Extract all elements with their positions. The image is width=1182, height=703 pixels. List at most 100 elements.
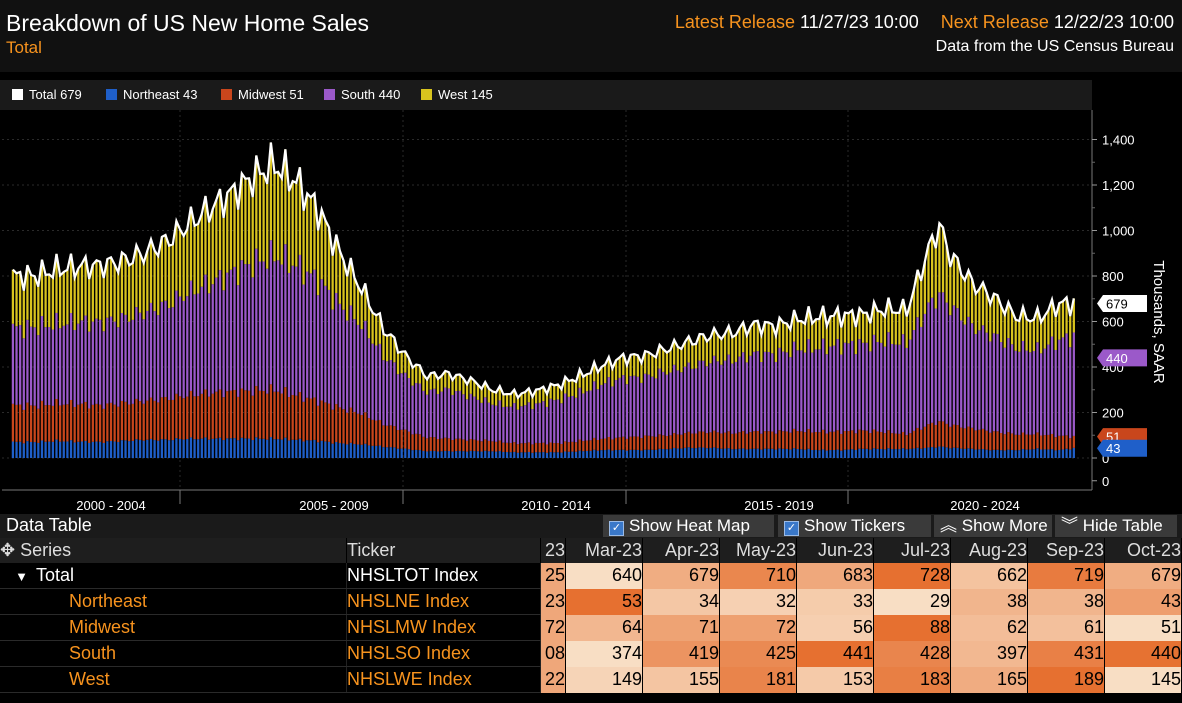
bar-segment-west — [720, 339, 723, 365]
value-cell[interactable]: 38 — [950, 588, 1028, 615]
series-column-header[interactable]: ✥ Series — [0, 538, 347, 563]
value-cell[interactable]: 397 — [950, 640, 1028, 667]
table-row[interactable]: Midwest NHSLMW Index 72 64 71 72 56 88 62 61 51 — [0, 614, 1182, 641]
show-more-button[interactable]: ︽ Show More — [934, 515, 1052, 537]
value-cell[interactable]: 441 — [796, 640, 874, 667]
bar-segment-northeast — [981, 449, 985, 458]
bar-segment-northeast — [905, 449, 908, 458]
value-cell[interactable]: 08 — [540, 640, 566, 667]
bar-segment-south — [723, 360, 727, 433]
bar-segment-northeast — [447, 451, 451, 458]
value-cell[interactable]: 431 — [1027, 640, 1105, 667]
value-cell[interactable]: 61 — [1027, 614, 1105, 641]
hide-table-button[interactable]: ︾ Hide Table — [1055, 515, 1177, 537]
value-cell[interactable]: 22 — [540, 666, 566, 693]
month-column-header[interactable]: Sep-23 — [1027, 538, 1105, 563]
show-tickers-toggle[interactable]: ✓ Show Tickers — [778, 515, 931, 537]
month-column-header[interactable]: Mar-23 — [565, 538, 643, 563]
month-column-header[interactable]: May-23 — [719, 538, 797, 563]
value-cell[interactable]: 155 — [642, 666, 720, 693]
bar-segment-south — [55, 312, 58, 399]
bar-segment-northeast — [411, 450, 414, 458]
bar-segment-south — [662, 371, 665, 436]
value-cell[interactable]: 72 — [719, 614, 797, 641]
value-cell[interactable]: 53 — [565, 588, 643, 615]
value-cell[interactable]: 71 — [642, 614, 720, 641]
legend-item-west[interactable]: West 145 — [421, 87, 493, 102]
ticker-cell[interactable]: NHSLWE Index — [346, 666, 541, 693]
month-column-header[interactable]: Apr-23 — [642, 538, 720, 563]
ticker-cell[interactable]: NHSLMW Index — [346, 614, 541, 641]
value-cell[interactable]: 33 — [796, 588, 874, 615]
legend-item-south[interactable]: South 440 — [324, 87, 400, 102]
series-name-cell[interactable]: West — [0, 666, 347, 693]
value-cell[interactable]: 64 — [565, 614, 643, 641]
value-cell[interactable]: 683 — [796, 563, 874, 589]
bar-segment-south — [629, 376, 632, 437]
series-name-cell[interactable]: South — [0, 640, 347, 667]
collapse-triangle-icon[interactable]: ▼ — [15, 569, 28, 584]
legend-item-midwest[interactable]: Midwest 51 — [221, 87, 304, 102]
bar-segment-south — [720, 364, 723, 434]
value-cell[interactable]: 23 — [540, 588, 566, 615]
bar-segment-south — [484, 397, 487, 440]
month-column-header[interactable]: Aug-23 — [950, 538, 1028, 563]
value-cell[interactable]: 32 — [719, 588, 797, 615]
table-row[interactable]: ▼ Total NHSLTOT Index 25 640 679 710 683 728 662 7… — [0, 563, 1182, 589]
value-cell[interactable]: 145 — [1104, 666, 1182, 693]
value-cell[interactable]: 29 — [873, 588, 951, 615]
value-cell[interactable]: 662 — [950, 563, 1028, 589]
bar-segment-midwest — [665, 436, 669, 450]
ticker-cell[interactable]: NHSLTOT Index — [346, 563, 541, 589]
value-cell[interactable]: 43 — [1104, 588, 1182, 615]
value-cell[interactable]: 34 — [642, 588, 720, 615]
legend-item-northeast[interactable]: Northeast 43 — [106, 87, 197, 102]
value-cell[interactable]: 679 — [1104, 563, 1182, 589]
table-row[interactable]: West NHSLWE Index 22 149 155 181 153 183 165 189 1… — [0, 666, 1182, 693]
value-cell[interactable]: 425 — [719, 640, 797, 667]
value-cell[interactable]: 51 — [1104, 614, 1182, 641]
ticker-cell[interactable]: NHSLNE Index — [346, 588, 541, 615]
legend-item-total[interactable]: Total 679 — [12, 87, 82, 102]
bar-segment-south — [73, 330, 76, 407]
bar-segment-west — [771, 324, 774, 354]
value-cell[interactable]: 38 — [1027, 588, 1105, 615]
bar-segment-west — [789, 329, 792, 358]
value-cell[interactable]: 719 — [1027, 563, 1105, 589]
value-cell[interactable]: 165 — [950, 666, 1028, 693]
bar-segment-south — [887, 332, 890, 431]
ticker-cell[interactable]: NHSLSO Index — [346, 640, 541, 667]
value-cell[interactable]: 62 — [950, 614, 1028, 641]
value-cell[interactable]: 728 — [873, 563, 951, 589]
value-cell[interactable]: 189 — [1027, 666, 1105, 693]
ticker-column-header[interactable]: Ticker — [346, 538, 541, 563]
table-row[interactable]: South NHSLSO Index 08 374 419 425 441 428 397 431… — [0, 640, 1182, 667]
value-cell[interactable]: 153 — [796, 666, 874, 693]
value-cell[interactable]: 374 — [565, 640, 643, 667]
series-name-cell[interactable]: Northeast — [0, 588, 347, 615]
value-cell[interactable]: 183 — [873, 666, 951, 693]
value-cell[interactable]: 149 — [565, 666, 643, 693]
month-column-header[interactable]: Oct-23 — [1104, 538, 1182, 563]
month-column-header[interactable]: Jun-23 — [796, 538, 874, 563]
value-cell[interactable]: 419 — [642, 640, 720, 667]
value-cell[interactable]: 710 — [719, 563, 797, 589]
value-cell[interactable]: 88 — [873, 614, 951, 641]
value-cell[interactable]: 25 — [540, 563, 566, 589]
move-handle-icon[interactable]: ✥ — [0, 540, 16, 560]
show-heat-map-toggle[interactable]: ✓ Show Heat Map — [603, 515, 774, 537]
value-cell[interactable]: 72 — [540, 614, 566, 641]
value-cell[interactable]: 56 — [796, 614, 874, 641]
table-row[interactable]: Northeast NHSLNE Index 23 53 34 32 33 29 38 38 43 — [0, 588, 1182, 615]
series-name-cell[interactable]: Midwest — [0, 614, 347, 641]
value-cell[interactable]: 640 — [565, 563, 643, 589]
month-column-header[interactable]: 23 — [540, 538, 566, 563]
month-column-header[interactable]: Jul-23 — [873, 538, 951, 563]
bar-segment-west — [880, 311, 883, 343]
value-cell[interactable]: 428 — [873, 640, 951, 667]
value-cell[interactable]: 440 — [1104, 640, 1182, 667]
value-cell[interactable]: 679 — [642, 563, 720, 589]
value-cell[interactable]: 181 — [719, 666, 797, 693]
series-name-cell[interactable]: ▼ Total — [0, 563, 347, 589]
